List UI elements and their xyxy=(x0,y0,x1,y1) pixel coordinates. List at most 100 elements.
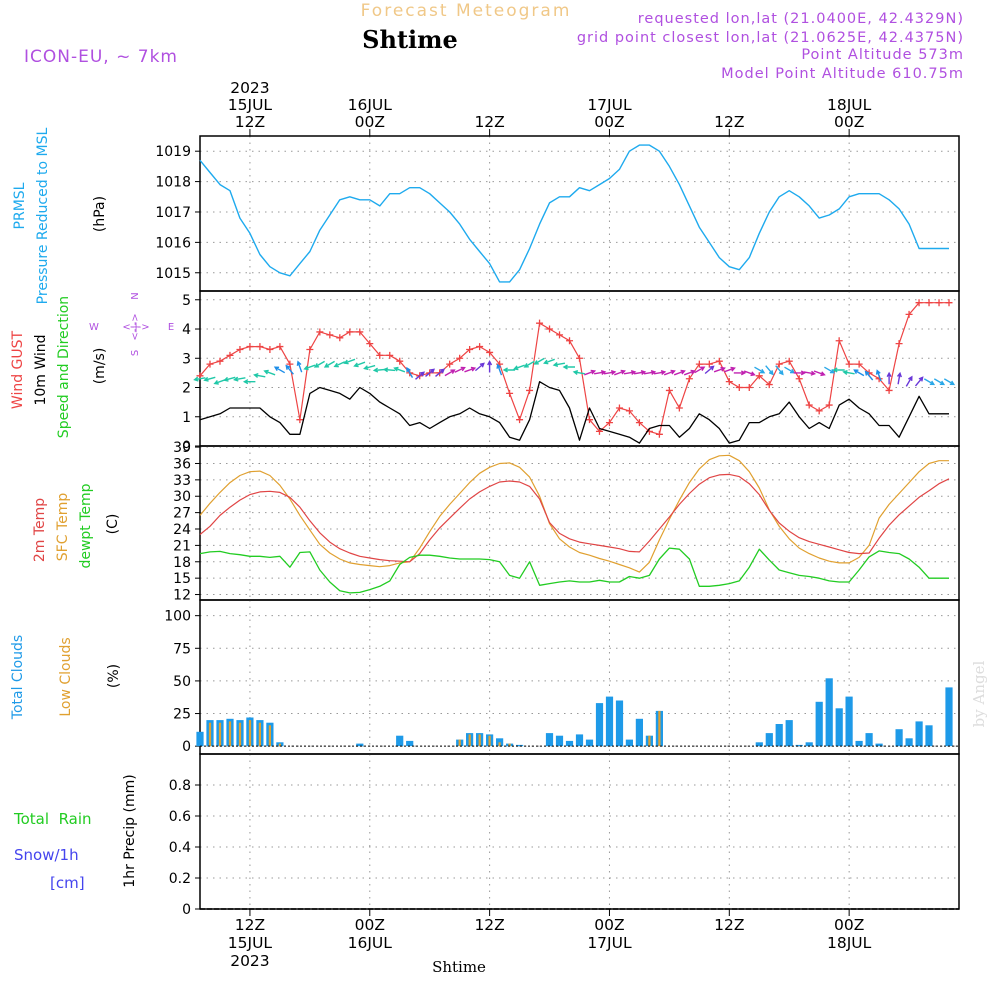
time-tick-year: 2023 xyxy=(230,952,269,970)
time-tick-hour: 12Z xyxy=(474,916,504,934)
time-tick-hour: 00Z xyxy=(594,916,624,934)
y-tick-label: 0 xyxy=(182,739,191,755)
temp-2m-label: 2m Temp xyxy=(32,498,48,562)
gust-marker xyxy=(336,334,344,342)
wind-direction-arrow xyxy=(203,376,216,382)
time-tick-date: 17JUL xyxy=(587,96,632,114)
sfc-temp-line xyxy=(199,454,949,573)
precip-axis-label: 1hr Precip (mm) xyxy=(122,774,138,887)
wind-direction-arrow xyxy=(313,360,325,368)
wind-direction-arrow xyxy=(242,379,256,385)
time-tick-hour: 12Z xyxy=(714,916,744,934)
temp-sfc-label: SFC Temp xyxy=(55,493,71,562)
wind-direction-arrow xyxy=(673,369,686,376)
y-tick-label: 0.6 xyxy=(169,809,191,825)
wind-direction-arrow xyxy=(704,365,715,375)
low-cloud-bar xyxy=(208,722,212,747)
gust-marker xyxy=(735,384,743,392)
gust-marker xyxy=(356,328,364,336)
wind-direction-arrow xyxy=(853,369,865,377)
gust-marker xyxy=(486,348,494,356)
total-cloud-bar xyxy=(516,744,524,747)
gust-marker xyxy=(316,328,324,336)
model-label: ICON-EU, ~ 7km xyxy=(24,47,178,67)
place-title: Shtime xyxy=(362,25,458,54)
y-tick-label: 2 xyxy=(182,381,191,397)
gust-marker xyxy=(915,299,923,307)
gust-marker xyxy=(226,351,234,359)
wind-direction-arrow xyxy=(832,367,845,373)
gust-marker xyxy=(476,343,484,351)
gust-marker xyxy=(745,384,753,392)
time-tick-hour: 00Z xyxy=(834,113,864,131)
gust-marker xyxy=(276,343,284,351)
gust-marker xyxy=(516,416,524,424)
wind-direction-arrow xyxy=(393,366,406,373)
time-tick-hour: 00Z xyxy=(355,113,385,131)
pressure-line xyxy=(199,144,949,283)
gust-marker xyxy=(935,299,943,307)
time-tick-hour: 12Z xyxy=(714,113,744,131)
gust-marker xyxy=(206,360,214,368)
wind-direction-arrow xyxy=(296,360,303,373)
y-tick-label: 27 xyxy=(173,506,191,522)
gust-marker xyxy=(925,299,933,307)
low-cloud-bar xyxy=(238,722,242,747)
low-cloud-bar xyxy=(498,742,501,747)
wind-direction-arrow xyxy=(933,378,946,386)
total-cloud-bar xyxy=(775,724,783,747)
wind-direction-arrow xyxy=(864,370,874,381)
cloud-unit: (%) xyxy=(106,664,122,688)
total-cloud-bar xyxy=(905,738,913,747)
wind-direction-arrow xyxy=(487,360,493,373)
wind-unit: (m/s) xyxy=(92,348,108,385)
gust-marker xyxy=(795,375,803,383)
panel-frame xyxy=(199,135,960,292)
dewpoint-line xyxy=(199,547,949,594)
wind-direction-arrow xyxy=(343,358,356,365)
gust-marker xyxy=(466,345,474,353)
time-tick-hour: 00Z xyxy=(834,916,864,934)
forecast-title: Forecast Meteogram xyxy=(361,1,572,21)
y-tick-label: 15 xyxy=(173,571,191,587)
gust-marker xyxy=(246,343,254,351)
total-cloud-bar xyxy=(865,733,873,747)
total-cloud-bar xyxy=(765,733,773,747)
wind-direction-arrow xyxy=(372,367,386,373)
wind-direction-arrow xyxy=(653,370,667,375)
wind-direction-arrow xyxy=(444,369,456,377)
gust-marker xyxy=(895,340,903,348)
gust-marker xyxy=(376,351,384,359)
total-cloud-bar xyxy=(825,678,833,747)
low-cloud-bar xyxy=(468,734,471,747)
gust-line xyxy=(199,302,949,435)
wind-direction-arrow xyxy=(905,375,913,387)
total-cloud-bar xyxy=(565,740,574,747)
cloud-low-label: Low Clouds xyxy=(58,637,74,716)
gust-marker xyxy=(566,337,574,345)
wind-direction-arrow xyxy=(633,370,647,375)
top-year: 2023 xyxy=(230,79,269,97)
gust-marker xyxy=(366,340,374,348)
watermark: by Angel xyxy=(970,660,988,727)
temp-unit: (C) xyxy=(105,514,121,535)
y-tick-label: 0 xyxy=(182,902,191,918)
compass-we: <-|-> xyxy=(122,322,149,333)
gust-marker xyxy=(825,401,833,409)
wind-direction-arrow xyxy=(943,378,956,386)
panel-frame xyxy=(199,599,960,755)
wind-direction-arrow xyxy=(233,376,246,382)
wind-direction-arrow xyxy=(723,366,736,373)
wind-direction-arrow xyxy=(273,366,286,374)
y-tick-label: 25 xyxy=(173,707,191,723)
total-cloud-bar xyxy=(555,735,564,747)
wind-direction-arrow xyxy=(886,371,892,385)
time-tick-hour: 00Z xyxy=(594,113,624,131)
total-cloud-bar xyxy=(855,740,863,747)
wind-direction-arrow xyxy=(353,361,366,368)
gust-marker xyxy=(685,375,693,383)
gust-marker xyxy=(585,416,593,424)
wind-direction-arrow xyxy=(683,369,696,376)
